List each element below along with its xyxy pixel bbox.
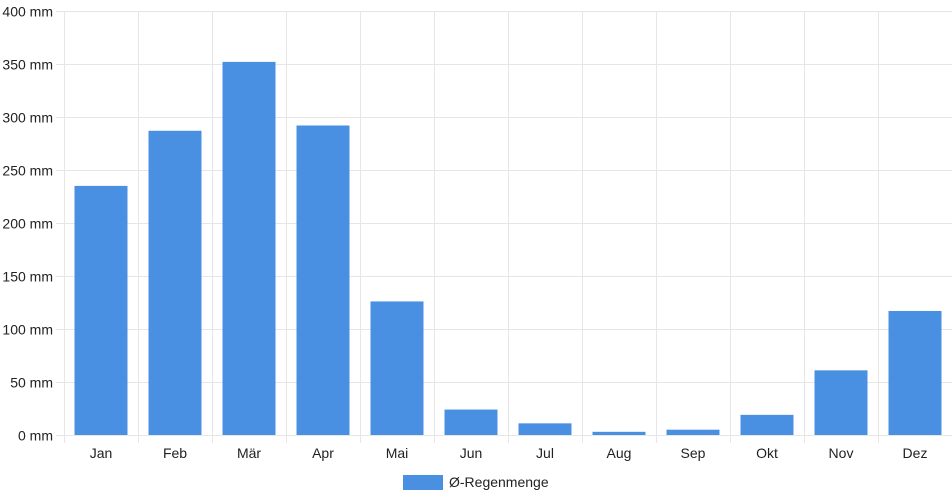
- y-tick-label: 200 mm: [2, 216, 53, 232]
- y-axis-tick-labels: 0 mm 50 mm 100 mm 150 mm 200 mm 250 mm 300 mm 3…: [2, 4, 53, 444]
- x-tick-label: Mai: [386, 445, 409, 461]
- bar-sep[interactable]: [666, 429, 720, 435]
- x-tick-label: Jun: [460, 445, 483, 461]
- bar-jan[interactable]: [74, 185, 128, 435]
- x-tick-label: Sep: [681, 445, 706, 461]
- y-tick-label: 350 mm: [2, 57, 53, 73]
- bar-jul[interactable]: [518, 423, 572, 435]
- y-tick-label: 50 mm: [10, 375, 53, 391]
- x-tick-label: Jan: [90, 445, 113, 461]
- y-tick-label: 250 mm: [2, 163, 53, 179]
- x-tick-label: Feb: [163, 445, 187, 461]
- bar-dez[interactable]: [888, 310, 942, 435]
- x-tick-label: Aug: [607, 445, 632, 461]
- x-tick-label: Apr: [312, 445, 334, 461]
- legend-label: Ø-Regenmenge: [449, 474, 549, 490]
- bar-aug[interactable]: [592, 431, 646, 435]
- x-tick-label: Nov: [829, 445, 854, 461]
- bars: [74, 61, 942, 435]
- bar-feb[interactable]: [148, 130, 202, 435]
- y-tick-label: 400 mm: [2, 4, 53, 20]
- grid-lines: [56, 11, 952, 443]
- legend-swatch: [403, 475, 443, 490]
- x-axis-tick-labels: Jan Feb Mär Apr Mai Jun Jul Aug Sep Okt Nov Dez: [90, 445, 928, 461]
- bar-okt[interactable]: [740, 414, 794, 435]
- y-tick-label: 300 mm: [2, 110, 53, 126]
- x-tick-label: Okt: [756, 445, 778, 461]
- y-tick-label: 100 mm: [2, 322, 53, 338]
- bar-apr[interactable]: [296, 125, 350, 435]
- x-tick-label: Mär: [237, 445, 261, 461]
- bar-nov[interactable]: [814, 370, 868, 435]
- bar-mai[interactable]: [370, 301, 424, 435]
- x-tick-label: Dez: [903, 445, 928, 461]
- bar-mär[interactable]: [222, 61, 276, 435]
- bar-jun[interactable]: [444, 409, 498, 435]
- x-tick-label: Jul: [536, 445, 554, 461]
- y-tick-label: 0 mm: [18, 428, 53, 444]
- y-tick-label: 150 mm: [2, 269, 53, 285]
- legend[interactable]: Ø-Regenmenge: [403, 474, 549, 490]
